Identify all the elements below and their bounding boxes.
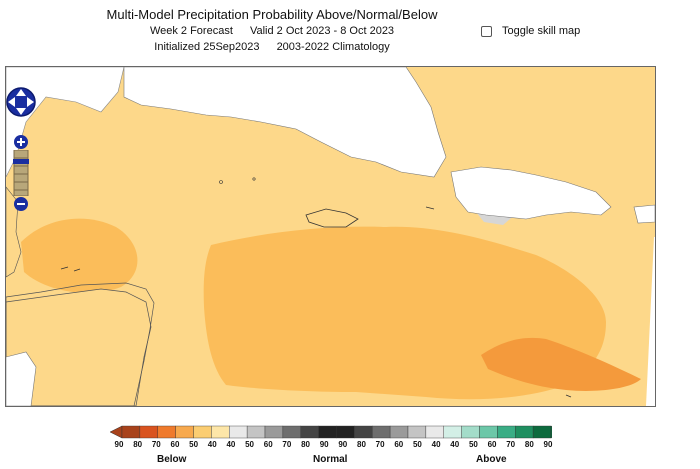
legend-tick-label: 70 [151,440,161,449]
legend-colorbar [110,425,552,439]
legend-cell [389,425,409,439]
legend-tick-label: 60 [263,440,273,449]
south-land [6,351,37,406]
legend-cell [229,425,248,439]
pan-arrows-icon[interactable] [5,86,37,118]
climatology-period: 2003-2022 Climatology [276,41,390,53]
legend-arrow-above [550,425,552,439]
legend-below-label: Below [157,454,187,465]
legend-above-label: Above [476,454,507,465]
legend-arrow-below [110,425,123,439]
florida-land [6,67,125,178]
legend-tick-label: 50 [468,440,478,449]
zoom-in-button[interactable] [13,134,29,150]
cayman-island [219,180,223,184]
legend-cell [425,425,444,439]
legend-cell [497,425,516,439]
legend-cell [300,425,319,439]
legend-tick-label: 80 [357,440,366,449]
legend-tick-label: 90 [543,440,553,449]
bay-island-2 [73,268,81,272]
legend-cell [336,425,355,439]
map-canvas [6,67,655,406]
legend-tick-label: 80 [301,440,310,449]
legend-cell [139,425,158,439]
legend-cell [354,425,373,439]
toggle-skill-map-label[interactable]: Toggle skill map [502,25,581,37]
legend-cell [443,425,462,439]
forecast-subtitle: Week 2 Forecast Valid 2 Oct 2023 - 8 Oct… [0,24,544,39]
legend-cell [318,425,337,439]
legend-tick-label: 60 [170,440,180,449]
zoom-out-button[interactable] [13,196,29,212]
legend-cell [157,425,176,439]
below-60-70-region [481,337,641,391]
bay-island [60,266,69,270]
legend-cell [407,425,427,439]
forecast-map[interactable] [5,66,656,407]
legend-cell [479,425,498,439]
legend-cell [461,425,480,439]
legend-cell [532,425,552,439]
forecast-week: Week 2 Forecast [149,25,233,37]
legend-cell [515,425,534,439]
valid-dates: Valid 2 Oct 2023 - 8 Oct 2023 [249,25,395,37]
puerto-rico-land [633,204,655,224]
legend-tick-label: 90 [338,440,348,449]
legend-normal-label: Normal [313,454,348,465]
legend-cell [211,425,230,439]
legend-tick-label: 80 [133,440,143,449]
legend-ticks: 90 80 70 60 50 40 40 50 60 70 80 90 90 80 70 60 50 40 40 50… [115,440,553,452]
legend-cell [264,425,284,439]
legend-tick-label: 50 [412,440,422,449]
zoom-slider-handle[interactable] [13,159,29,164]
legend-cell [282,425,301,439]
central-america-coast [6,288,152,406]
checkbox-icon[interactable] [481,25,492,37]
zoom-slider[interactable] [13,150,29,196]
legend-cell [193,425,212,439]
initialized-date: Initialized 25Sep2023 [154,41,260,53]
legend-tick-label: 50 [245,440,255,449]
legend-tick-label: 70 [282,440,292,449]
east-edge-land [646,237,655,406]
legend-cell [372,425,391,439]
legend-tick-label: 60 [487,440,497,449]
legend-cell [246,425,266,439]
cuba-land [123,67,447,178]
legend-tick-label: 40 [431,440,441,449]
jamaica-outline [305,208,359,228]
legend-tick-label: 90 [114,440,124,449]
legend-tick-label: 70 [375,440,385,449]
legend-tick-label: 80 [524,440,534,449]
legend-tick-label: 60 [394,440,404,449]
map-title: Multi-Model Precipitation Probability Ab… [106,7,438,22]
abc-island [565,394,572,398]
small-island [425,206,435,210]
legend-tick-label: 90 [319,440,329,449]
hispaniola-land [450,166,612,220]
legend-tick-label: 70 [506,440,516,449]
legend-tick-label: 40 [207,440,217,449]
toggle-skill-map-checkbox[interactable]: Toggle skill map [481,25,580,37]
legend-tick-label: 40 [226,440,236,449]
legend-cell [175,425,194,439]
legend-tick-label: 40 [450,440,460,449]
init-subtitle: Initialized 25Sep2023 2003-2022 Climatol… [0,40,544,55]
legend-tick-label: 50 [189,440,199,449]
honduras-nicaragua-outline [6,282,155,406]
cayman-island-2 [252,177,256,181]
below-50-60-region-west [21,218,138,293]
legend-cell [121,425,141,439]
